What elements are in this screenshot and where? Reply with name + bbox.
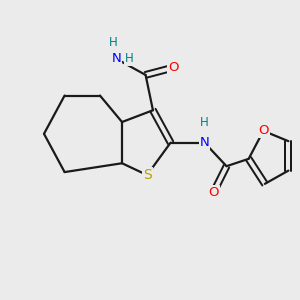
Text: S: S	[143, 168, 152, 182]
Text: H: H	[109, 36, 118, 49]
Text: N: N	[200, 136, 209, 149]
Text: O: O	[208, 186, 219, 199]
Text: O: O	[258, 124, 268, 137]
Text: O: O	[168, 61, 179, 74]
Text: H: H	[125, 52, 134, 65]
Text: H: H	[200, 116, 209, 128]
Text: N: N	[111, 52, 121, 65]
